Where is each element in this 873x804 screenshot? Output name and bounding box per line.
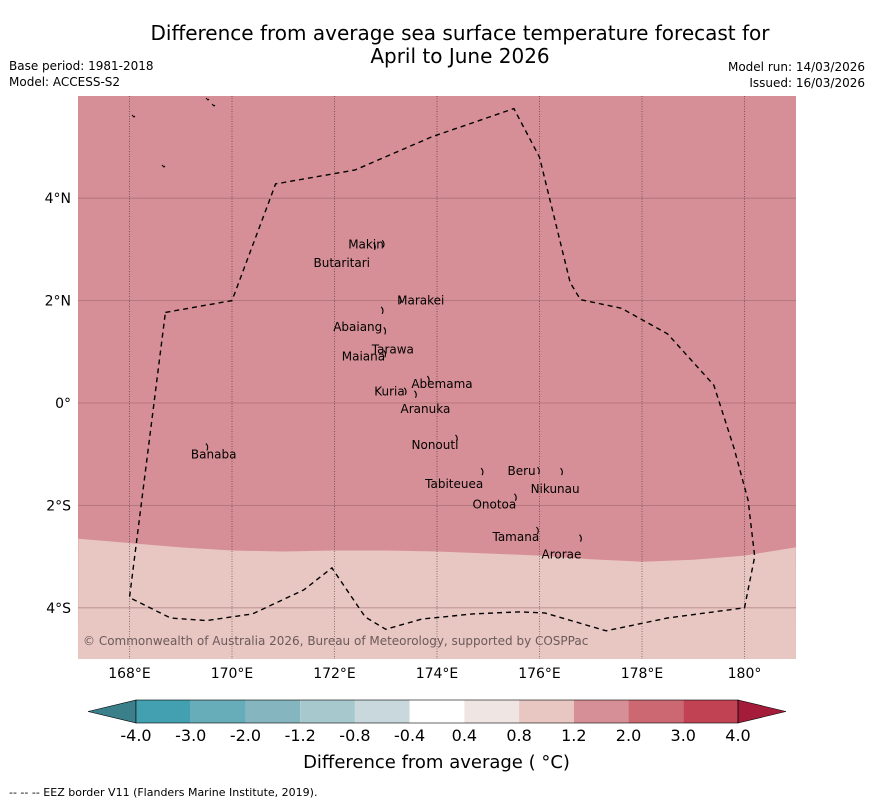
colorbar-segment	[573, 700, 629, 723]
island-shape	[380, 306, 384, 315]
colorbar-segment	[190, 700, 246, 723]
colorbar-tick: -3.0	[175, 726, 207, 745]
title-line-1: Difference from average sea surface temp…	[150, 21, 770, 45]
island-shape	[383, 349, 387, 358]
colorbar-segment	[519, 700, 574, 723]
copyright-text: © Commonwealth of Australia 2026, Bureau…	[83, 634, 588, 648]
colorbar-tick: 3.0	[670, 726, 696, 745]
island-label: Abaiang	[333, 320, 382, 334]
x-tick-label: 172°E	[313, 666, 356, 682]
island-label: Arorae	[542, 548, 582, 562]
colorbar-segment	[354, 700, 410, 723]
island-label: Nonouti	[412, 438, 459, 452]
island-shape	[560, 467, 563, 476]
island-label: Butaritari	[314, 256, 371, 270]
colorbar-segment	[683, 700, 738, 723]
colorbar-tick: -0.8	[339, 726, 371, 745]
eez-border	[128, 107, 756, 632]
x-tick-label: 170°E	[211, 666, 254, 682]
island-shape	[373, 242, 376, 251]
island-label: Makin	[348, 237, 384, 251]
x-tick-label: 168°E	[108, 666, 151, 682]
colorbar-over-arrow	[737, 699, 787, 724]
colorbar-tick: -0.4	[394, 726, 426, 745]
island-shape	[161, 164, 166, 168]
colorbar-segment	[628, 700, 684, 723]
island-label: Tabiteuea	[424, 477, 483, 491]
island-label: Tarawa	[371, 342, 414, 356]
model-info: Base period: 1981-2018 Model: ACCESS-S2	[9, 58, 154, 90]
colorbar-tick: 2.0	[615, 726, 642, 745]
graticule	[78, 96, 796, 659]
colorbar-segment	[300, 700, 355, 723]
island-label: Kuria	[374, 385, 405, 399]
x-tick-label: 174°E	[416, 666, 459, 682]
islands-layer: Makin Butaritari Marakei Abaiang TarawaMaian…	[131, 97, 582, 562]
eez-legend-note: -- -- -- EEZ border V11 (Flanders Marine…	[9, 786, 318, 799]
colorbar-segment	[464, 700, 520, 723]
axis-ticks: 168°E 170°E 172°E 174°E 176°E 178°E 180° 4°N 2°N…	[45, 191, 762, 682]
base-period: Base period: 1981-2018	[9, 59, 154, 73]
island-shape	[537, 466, 540, 475]
model-name: Model: ACCESS-S2	[9, 75, 121, 89]
island-shape	[381, 239, 385, 248]
colorbar-segment	[245, 700, 301, 723]
island-shape	[514, 493, 517, 501]
colorbar-tick: 1.2	[561, 726, 587, 745]
island-shape	[205, 443, 209, 451]
island-label: Marakei	[397, 294, 444, 308]
island-label: Beru	[508, 464, 536, 478]
colorbar-segment	[409, 700, 465, 723]
run-info: Model run: 14/03/2026 Issued: 16/03/2026	[728, 59, 865, 91]
chart-title: Difference from average sea surface temp…	[90, 22, 830, 68]
island-label: Aranuka	[401, 402, 451, 416]
colorbar-tick: 0.8	[506, 726, 532, 745]
y-tick-label: 4°S	[46, 601, 71, 617]
island-label: Nikunau	[531, 482, 580, 496]
island-shape	[131, 114, 136, 118]
issued-date: Issued: 16/03/2026	[749, 76, 865, 90]
y-tick-label: 2°N	[45, 294, 71, 310]
colorbar-tick: 0.4	[451, 726, 478, 745]
colorbar-tick: -2.0	[229, 726, 262, 745]
island-shape	[579, 534, 582, 542]
island-shape	[403, 387, 407, 395]
island-shape	[414, 390, 417, 399]
x-tick-label: 178°E	[621, 666, 664, 682]
island-label: Maiana	[342, 349, 385, 363]
island-shape	[426, 375, 430, 384]
island-label: Onotoa	[472, 498, 516, 512]
y-tick-label: 0°	[55, 396, 71, 412]
colorbar-segment	[136, 700, 191, 723]
island-shape	[480, 467, 484, 476]
island-shape	[398, 296, 402, 304]
island-label: Banaba	[191, 448, 237, 462]
y-tick-label: 2°S	[46, 498, 71, 514]
colorbar-under-arrow	[87, 699, 137, 724]
x-tick-label: 176°E	[518, 666, 561, 682]
colorbar-tick: -1.2	[284, 726, 316, 745]
island-shape	[211, 103, 216, 107]
island-shape	[455, 434, 458, 443]
x-tick-label: 180°	[728, 666, 762, 682]
model-run-date: Model run: 14/03/2026	[727, 60, 865, 74]
colorbar	[87, 699, 787, 724]
island-shape	[536, 526, 539, 535]
island-shape	[205, 97, 210, 101]
colorbar-frame	[135, 699, 739, 724]
colorbar-label: Difference from average ( °C)	[303, 752, 570, 773]
island-label: Abemama	[411, 377, 472, 391]
y-tick-label: 4°N	[45, 191, 71, 207]
island-label: Tamana	[491, 530, 539, 544]
colorbar-tick: -4.0	[120, 726, 152, 745]
title-line-2: April to June 2026	[370, 44, 550, 68]
island-shape	[383, 326, 387, 335]
colorbar-tick: 4.0	[725, 726, 751, 745]
